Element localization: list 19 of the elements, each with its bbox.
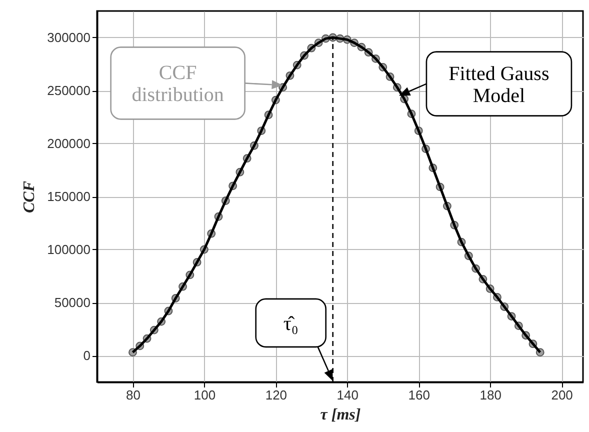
x-axis-title: τ [ms]: [320, 406, 361, 424]
x-tick-label: 200: [551, 388, 573, 402]
x-tick-label: 180: [480, 388, 502, 402]
x-tick-label: 120: [265, 388, 288, 402]
x-tick-label: 160: [408, 388, 430, 402]
annotation: τ̂₀: [283, 312, 298, 335]
y-axis-title: CCF: [21, 180, 38, 214]
annotation: CCF distribution: [132, 62, 224, 106]
y-tick-label: 300000: [47, 30, 90, 45]
y-tick-label: 0: [83, 348, 90, 363]
x-tick-label: 100: [194, 388, 216, 402]
annotation: Fitted Gauss Model: [448, 62, 550, 107]
y-tick-label: 100000: [47, 242, 90, 257]
x-tick-label: 80: [126, 388, 140, 402]
y-tick-label: 150000: [47, 189, 90, 204]
y-tick-label: 250000: [47, 83, 90, 98]
y-tick-label: 200000: [47, 136, 90, 151]
x-tick-label: 140: [336, 388, 358, 402]
y-tick-label: 50000: [54, 295, 90, 310]
